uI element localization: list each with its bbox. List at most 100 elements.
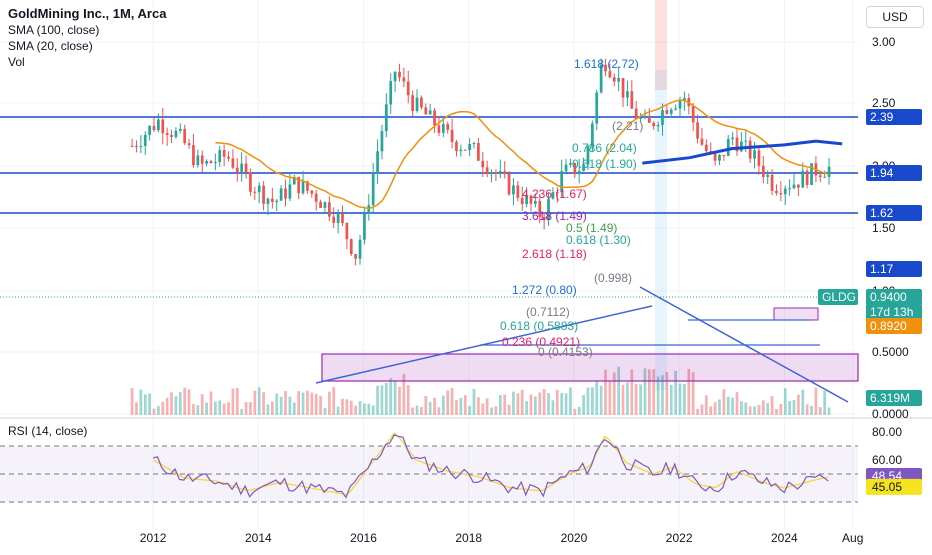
price-badge-label: 1.62 bbox=[870, 206, 894, 220]
volume-bar bbox=[433, 397, 436, 415]
candle-body bbox=[187, 143, 191, 146]
candle-body bbox=[446, 124, 450, 130]
volume-bar bbox=[477, 397, 480, 415]
volume-bar bbox=[415, 405, 419, 415]
candle-body bbox=[731, 137, 734, 140]
fib-label: 2.618 (1.18) bbox=[522, 247, 587, 261]
price-tick-label: 0.5000 bbox=[872, 345, 909, 359]
volume-bar bbox=[139, 389, 143, 415]
volume-bar bbox=[564, 393, 568, 415]
candle-body bbox=[775, 190, 778, 193]
candle-body bbox=[529, 195, 533, 204]
symbol-title[interactable]: GoldMining Inc., 1M, Arca bbox=[8, 6, 167, 21]
volume-bar bbox=[205, 402, 208, 415]
candle-body bbox=[327, 202, 331, 217]
candle-body bbox=[257, 185, 261, 193]
volume-bar bbox=[766, 403, 770, 415]
candle-body bbox=[643, 116, 647, 118]
candle-body bbox=[485, 167, 489, 175]
candle-body bbox=[415, 97, 419, 112]
currency-button[interactable]: USD bbox=[866, 6, 924, 28]
candle-body bbox=[617, 78, 621, 82]
candle-body bbox=[538, 200, 542, 217]
rsi-legend[interactable]: RSI (14, close) bbox=[8, 424, 88, 438]
price-badge bbox=[866, 304, 922, 320]
volume-bar bbox=[292, 402, 296, 415]
candle-body bbox=[301, 181, 305, 194]
candle-body bbox=[472, 143, 476, 145]
volume-bar bbox=[428, 401, 432, 415]
volume-bar bbox=[231, 388, 235, 415]
candle-body bbox=[209, 160, 213, 164]
candle-body bbox=[718, 154, 721, 161]
volume-bar bbox=[393, 381, 397, 415]
legend-volume[interactable]: Vol bbox=[8, 55, 25, 69]
volume-bar bbox=[249, 402, 252, 415]
candle-body bbox=[214, 162, 217, 164]
candle-body bbox=[227, 156, 230, 159]
volume-bar bbox=[384, 382, 388, 415]
volume-bar bbox=[148, 393, 151, 415]
fib-label: 1.272 (0.80) bbox=[512, 283, 577, 297]
volume-bar bbox=[617, 366, 621, 415]
candle-body bbox=[626, 91, 629, 98]
volume-bar bbox=[450, 388, 454, 415]
candle-body bbox=[490, 172, 493, 175]
candle-body bbox=[143, 134, 147, 146]
small-box bbox=[773, 307, 819, 321]
volume-bar bbox=[367, 403, 371, 415]
volume-bar bbox=[214, 401, 217, 415]
volume-bar bbox=[560, 393, 564, 415]
volume-bar bbox=[823, 390, 827, 415]
volume-bar bbox=[459, 397, 463, 415]
candle-body bbox=[542, 216, 546, 221]
volume-bar bbox=[424, 396, 428, 415]
volume-bar bbox=[235, 388, 239, 415]
candle-body bbox=[700, 138, 704, 145]
volume-bar bbox=[301, 392, 305, 415]
candle-body bbox=[148, 126, 151, 135]
price-badge-label: 2.39 bbox=[870, 110, 894, 124]
candle-body bbox=[235, 167, 239, 172]
volume-bar bbox=[485, 398, 489, 415]
volume-bar bbox=[595, 381, 599, 415]
volume-bar bbox=[621, 384, 625, 415]
rsi-tick-label: 80.00 bbox=[872, 425, 902, 439]
volume-bar bbox=[639, 384, 642, 415]
candle-body bbox=[801, 170, 805, 188]
candle-body bbox=[512, 185, 515, 195]
volume-bar bbox=[143, 394, 147, 415]
price-badge bbox=[866, 261, 922, 277]
legend-sma100[interactable]: SMA (100, close) bbox=[8, 23, 100, 37]
price-badge bbox=[866, 109, 922, 125]
time-axis[interactable]: 2012 2014 2016 2018 2020 2022 2024 Aug bbox=[140, 531, 864, 545]
candle-body bbox=[586, 146, 590, 165]
candle-body bbox=[577, 170, 581, 175]
legend-sma20[interactable]: SMA (20, close) bbox=[8, 39, 93, 53]
candle-body bbox=[656, 124, 660, 127]
price-badge-label: 1.17 bbox=[870, 262, 894, 276]
price-axis[interactable]: 3.002.502.001.501.000.50000.00002.391.94… bbox=[0, 35, 922, 495]
candle-body bbox=[722, 154, 726, 156]
volume-bar bbox=[577, 406, 581, 415]
candle-body bbox=[253, 191, 257, 193]
candle-body bbox=[652, 122, 656, 127]
candle-body bbox=[441, 124, 445, 133]
volume-bar bbox=[227, 402, 230, 415]
volume-bar bbox=[310, 392, 314, 415]
volume-bar bbox=[551, 400, 555, 415]
candle-body bbox=[420, 97, 423, 108]
volume-bar bbox=[363, 403, 366, 415]
candle-body bbox=[599, 64, 603, 93]
fib-label: 4.236 (1.67) bbox=[522, 187, 587, 201]
rsi-tick-label: 60.00 bbox=[872, 453, 902, 467]
candle-body bbox=[639, 117, 642, 119]
volume-bar bbox=[608, 380, 612, 415]
candle-body bbox=[770, 174, 774, 191]
volume-bar bbox=[683, 384, 686, 415]
fib-label: 0.5 (1.49) bbox=[566, 221, 617, 235]
candle-body bbox=[406, 81, 410, 96]
volume-bar bbox=[257, 387, 261, 415]
